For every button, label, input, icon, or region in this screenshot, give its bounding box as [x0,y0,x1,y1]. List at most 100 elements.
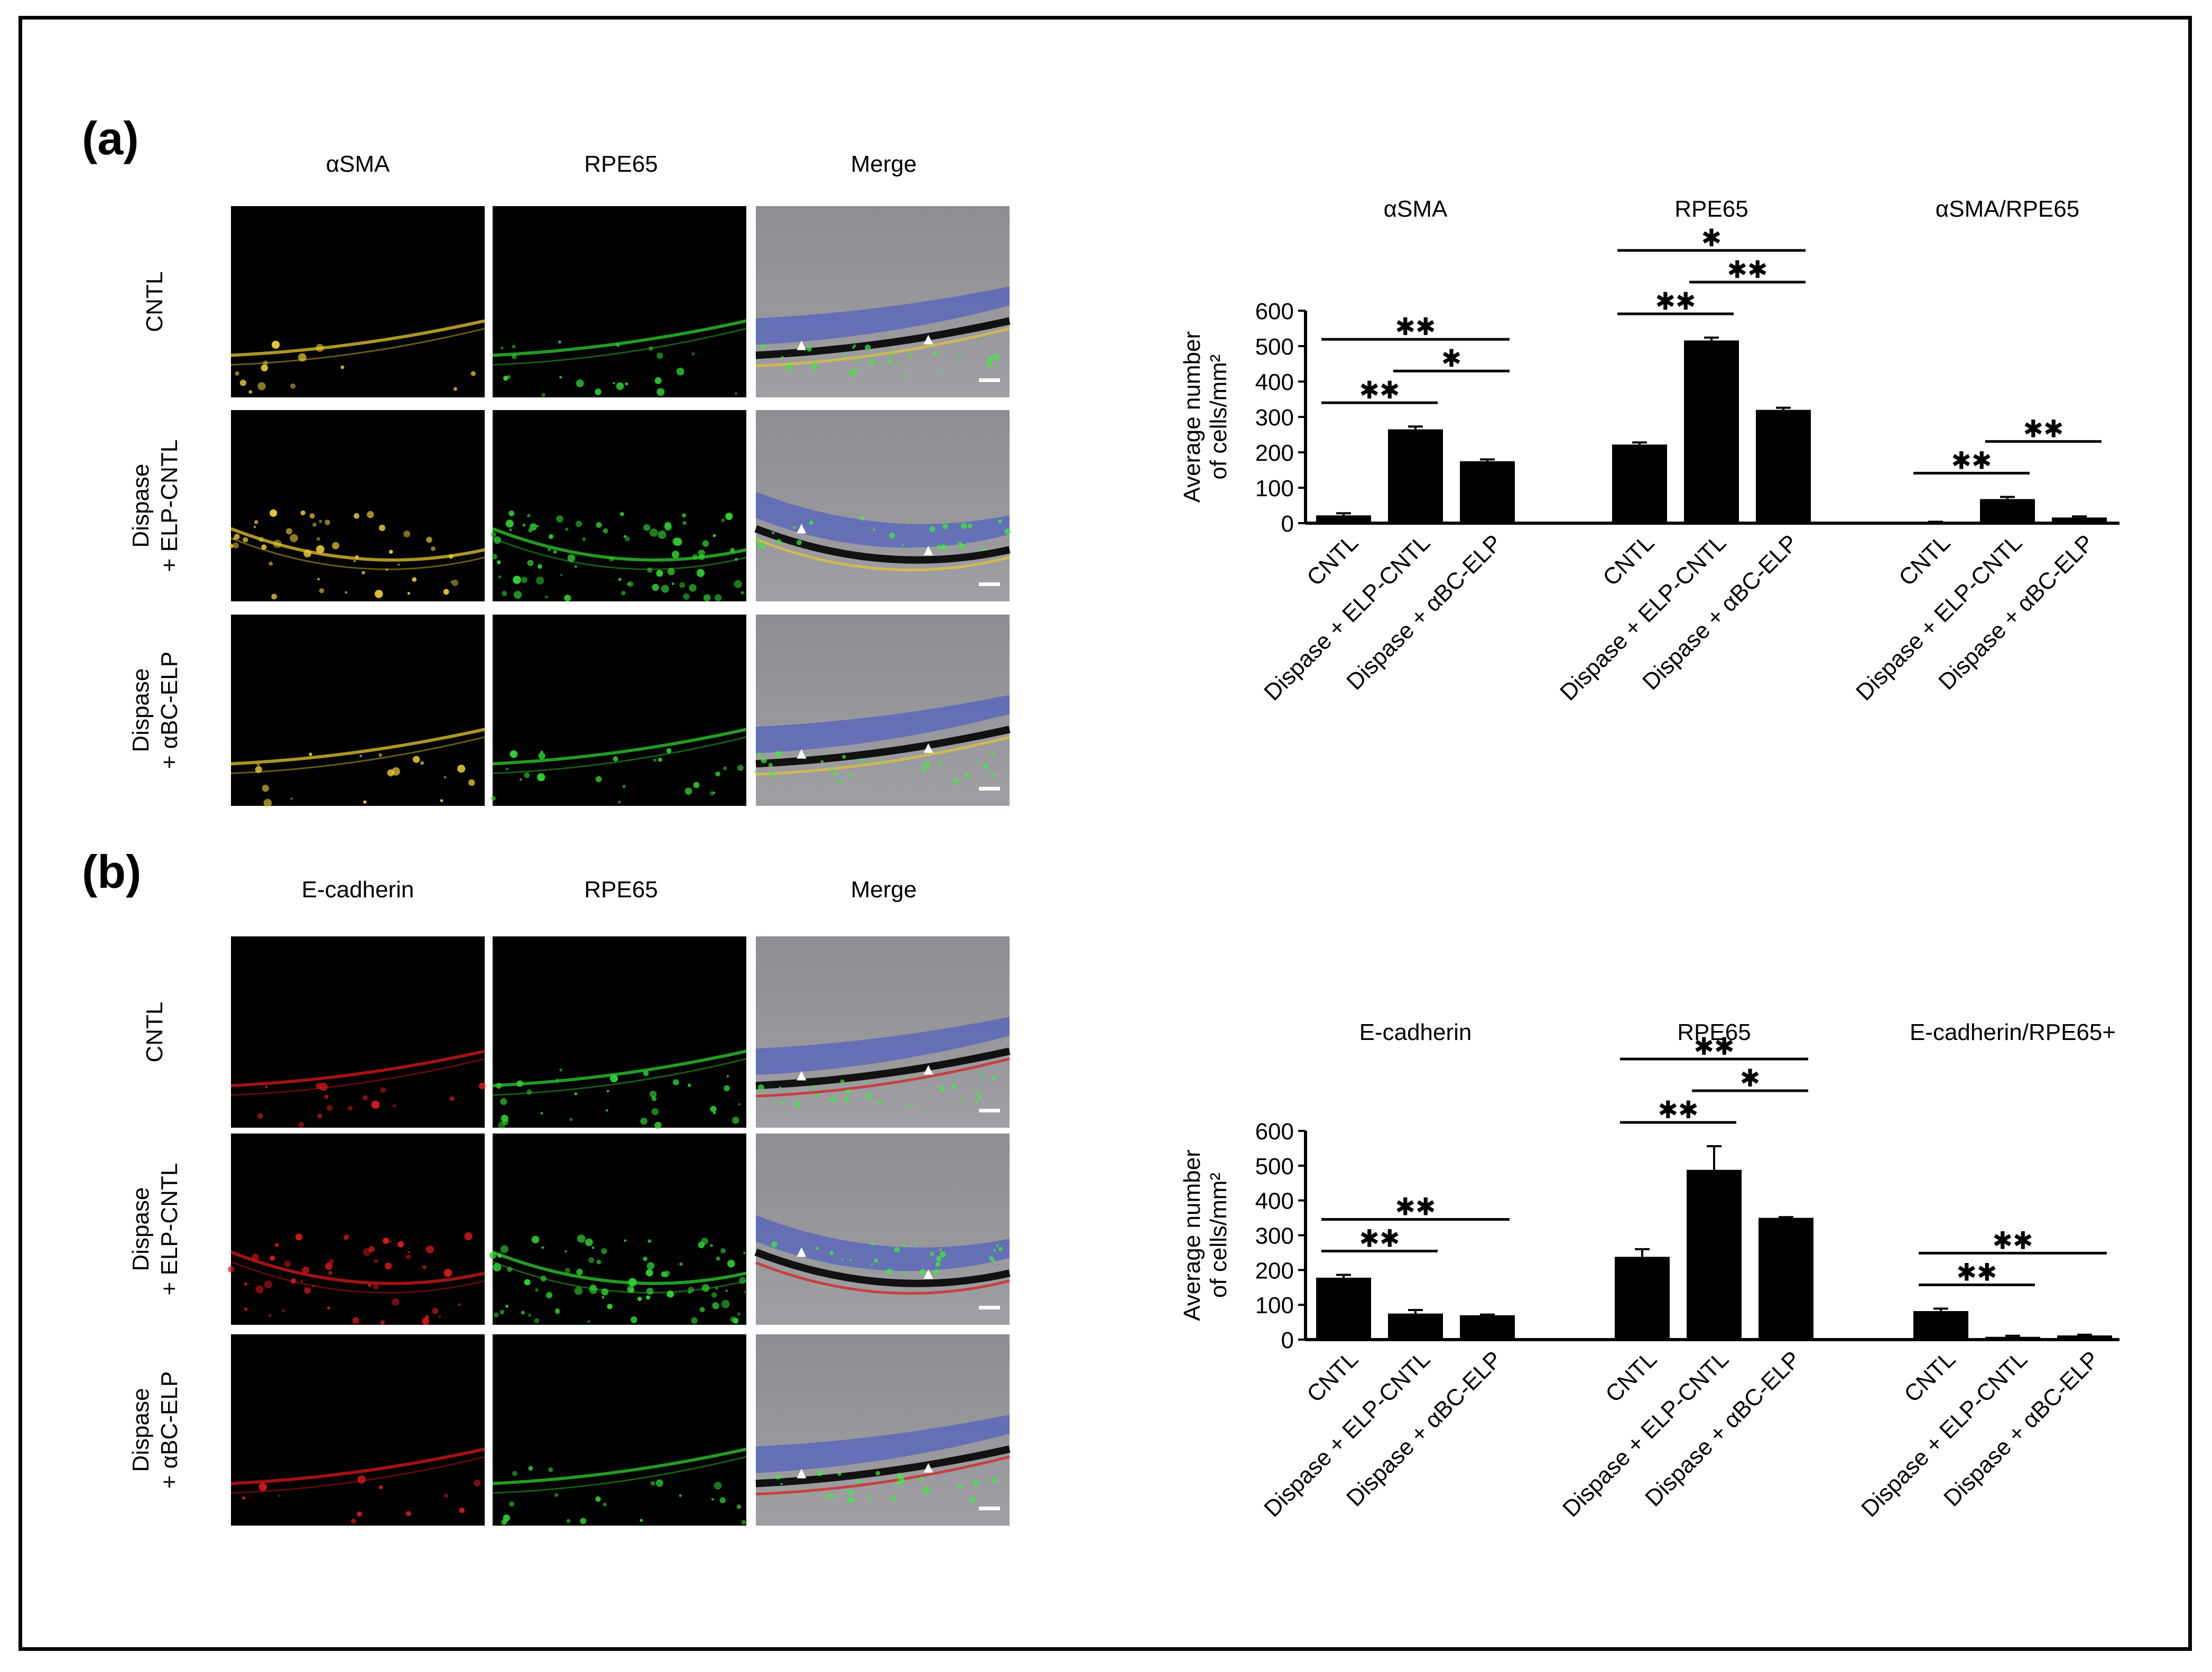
figure-frame [18,16,2192,1651]
signal-dot [281,1309,285,1313]
tissue-band [230,1049,485,1088]
signal-dot [637,1296,642,1302]
signal-dot [815,1093,819,1098]
signal-dot [946,520,949,523]
signal-dot [871,1241,875,1246]
signal-dot [521,577,527,583]
signal-dot [776,539,782,544]
y-tick-label: 400 [1255,369,1294,395]
group-title: αSMA/RPE65 [1936,196,2079,222]
signal-dot [760,344,766,349]
signal-dot [741,1520,746,1525]
signal-dot [388,550,393,554]
signal-dot [627,581,634,587]
signal-dot [858,758,862,763]
tissue-band [492,728,747,766]
signal-dot [647,567,653,573]
signal-dot [576,379,584,387]
signal-dot [284,1260,291,1268]
significance-marker: ✱ [1441,345,1462,372]
signal-dot [993,1249,996,1252]
signal-dot [490,531,497,537]
signal-dot [924,1492,928,1497]
micrograph-background [231,206,485,397]
nuclear-layer [756,491,1010,548]
signal-dot [666,748,672,754]
signal-dot [832,772,837,776]
signal-dot [983,764,989,769]
signal-dot [826,1493,831,1499]
signal-dot [458,1303,461,1306]
signal-dot [397,1241,404,1248]
signal-dot [368,1284,372,1287]
signal-dot [640,1519,643,1522]
significance-marker: ✱ [1701,224,1722,252]
signal-dot [285,528,292,535]
signal-dot [809,1086,814,1090]
signal-dot [500,1245,508,1253]
signal-dot [683,593,690,600]
micrograph-background [493,410,746,601]
signal-dot [565,527,568,531]
arrowhead-marker [797,749,807,759]
signal-dot [664,522,671,529]
signal-dot [688,1083,691,1087]
significance-marker: ✱✱ [1951,447,1992,474]
signal-dot [290,534,298,543]
signal-dot [269,561,273,566]
signal-dot [691,1317,698,1324]
group-title: αSMA [1384,196,1448,222]
signal-dot [564,595,571,602]
signal-dot [840,1079,845,1084]
signal-dot [316,1082,322,1089]
signal-dot [903,1076,906,1080]
signal-dot [797,540,802,545]
signal-dot [548,534,553,539]
signal-dot [693,782,700,788]
signal-dot [640,1117,647,1125]
signal-dot [317,578,320,581]
signal-dot [987,356,994,362]
signal-dot [906,1103,910,1107]
significance-marker: ✱ [1740,1064,1761,1092]
signal-dot [723,766,727,770]
signal-dot [912,1103,914,1106]
signal-dot [877,1100,882,1105]
signal-dot [566,1519,571,1524]
tissue-band [230,1447,485,1485]
signal-dot [603,1502,607,1507]
signal-dot [671,582,674,585]
signal-dot [847,1490,854,1495]
tissue-band [230,736,485,774]
bar [1913,1311,1968,1340]
signal-dot [875,1471,881,1476]
signal-dot [526,1089,532,1095]
signal-dot [793,1101,800,1108]
signal-dot [393,1104,396,1108]
signal-dot [255,1285,264,1294]
signal-dot [278,1494,281,1497]
arrowhead-marker [923,743,933,753]
signal-dot [261,364,268,371]
signal-dot [303,549,312,558]
signal-dot [655,1479,663,1487]
signal-dot [505,519,514,528]
signal-dot [973,1480,979,1486]
signal-dot [496,1082,502,1089]
signal-dot [692,554,698,560]
signal-dot [351,1519,356,1524]
row-label-line: CNTL [142,272,168,332]
signal-dot [906,520,909,523]
signal-dot [844,353,847,357]
signal-dot [389,1240,392,1243]
signal-dot [741,591,744,595]
signal-dot [319,588,325,593]
group-title: RPE65 [1677,1019,1751,1045]
signal-dot [500,1098,507,1106]
tissue-band [230,537,485,570]
arrowhead-marker [797,1247,807,1257]
signal-dot [618,801,621,804]
signal-dot [724,1085,730,1092]
signal-dot [327,1306,331,1310]
